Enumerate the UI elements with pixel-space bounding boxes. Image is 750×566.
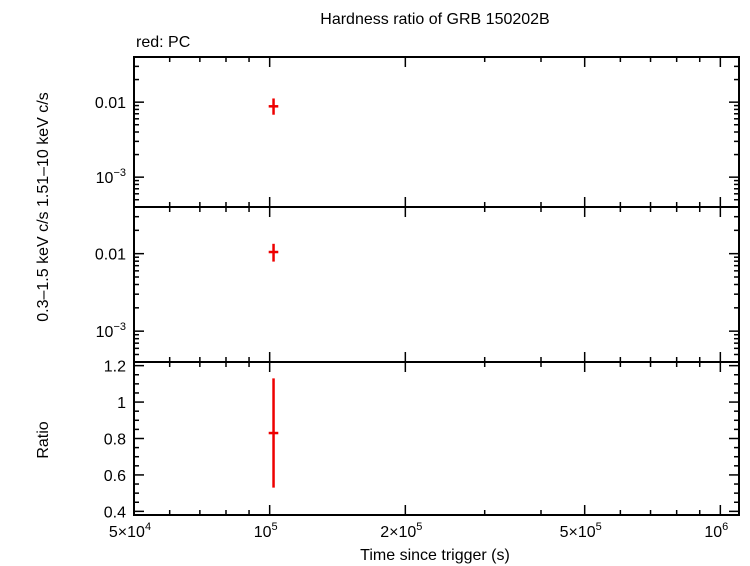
- y-tick-mantissa: 0.8: [104, 432, 126, 449]
- y-axis-label-soft: 0.3–1.5 keV c/s: [35, 211, 52, 321]
- y-tick-mantissa: 10: [96, 170, 114, 187]
- y-tick-label: 0.01: [95, 247, 126, 264]
- y-tick-label: 0.01: [95, 95, 126, 112]
- x-tick-exponent: 4: [145, 521, 151, 533]
- x-axis-label: Time since trigger (s): [360, 547, 510, 564]
- y-tick-label: 0.4: [104, 504, 126, 521]
- legend-text: red: PC: [136, 34, 190, 51]
- x-tick-exponent: 5: [416, 521, 422, 533]
- x-tick-mantissa: 5×10: [560, 524, 596, 541]
- y-tick-mantissa: 0.01: [95, 247, 126, 264]
- y-tick-exponent: −3: [113, 167, 126, 179]
- y-tick-mantissa: 0.01: [95, 95, 126, 112]
- y-tick-mantissa: 0.4: [104, 504, 126, 521]
- x-tick-exponent: 5: [596, 521, 602, 533]
- x-tick-labels: 5×104 105 2×105 5×105 106: [109, 521, 728, 541]
- y-tick-mantissa: 1.2: [104, 359, 126, 376]
- y-tick-label: 0.8: [104, 432, 126, 449]
- panel-frame: [133, 361, 740, 516]
- panel-soft: 0.01 10−3: [95, 206, 740, 363]
- y-tick-mantissa: 10: [96, 324, 114, 341]
- x-tick-exponent: 6: [722, 521, 728, 533]
- panel-hard: 0.01 10−3: [95, 56, 740, 208]
- x-tick-mantissa: 5×10: [109, 524, 145, 541]
- panel-frame: [133, 206, 740, 363]
- y-tick-label: 0.6: [104, 468, 126, 485]
- y-tick-label: 1: [117, 395, 126, 412]
- x-tick-exponent: 5: [272, 521, 278, 533]
- x-tick-label: 2×105: [380, 521, 422, 541]
- x-tick-mantissa: 10: [254, 524, 272, 541]
- y-axis-label-ratio: Ratio: [35, 421, 52, 458]
- y-tick-label: 10−3: [96, 321, 126, 341]
- y-axis-label-hard: 1.51–10 keV c/s: [35, 92, 52, 207]
- y-tick-exponent: −3: [113, 321, 126, 333]
- y-axis-label-top: 0.3–1.5 keV c/s 1.51–10 keV c/s: [35, 92, 52, 322]
- y-tick-mantissa: 1: [117, 395, 126, 412]
- y-tick-label: 10−3: [96, 167, 126, 187]
- chart-title: Hardness ratio of GRB 150202B: [320, 11, 549, 28]
- x-tick-label: 5×105: [560, 521, 602, 541]
- x-tick-mantissa: 2×10: [380, 524, 416, 541]
- x-tick-label: 5×104: [109, 521, 151, 541]
- y-tick-mantissa: 0.6: [104, 468, 126, 485]
- panel-ratio: 0.4 0.6 0.8 1 1.2: [104, 359, 740, 521]
- x-tick-mantissa: 10: [704, 524, 722, 541]
- x-tick-label: 105: [254, 521, 278, 541]
- panel-frame: [133, 56, 740, 208]
- y-tick-label: 1.2: [104, 359, 126, 376]
- x-tick-label: 106: [704, 521, 728, 541]
